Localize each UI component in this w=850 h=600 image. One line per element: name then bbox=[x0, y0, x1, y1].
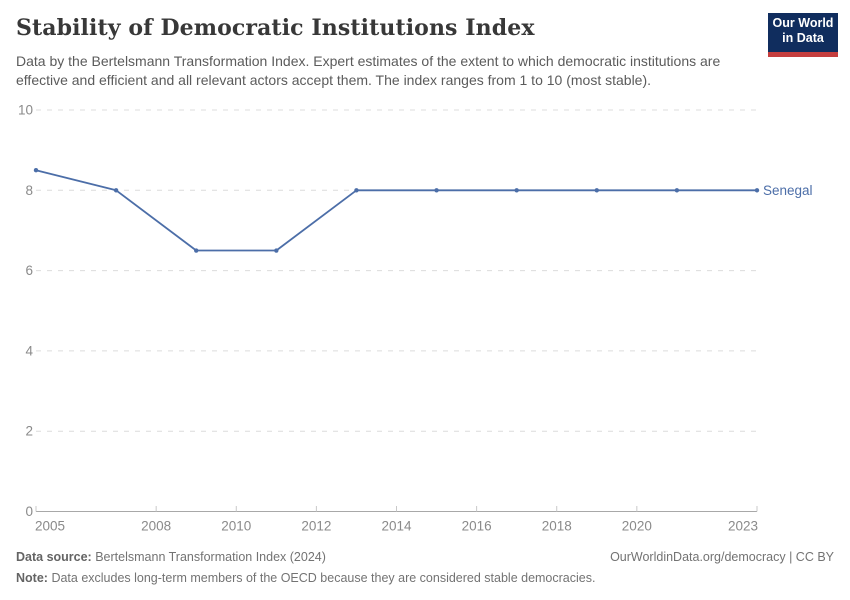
data-source-label: Data source: bbox=[16, 550, 92, 564]
owid-logo[interactable]: Our World in Data bbox=[768, 13, 838, 57]
y-axis-tick-label: 0 bbox=[25, 504, 33, 519]
x-axis-tick-label: 2023 bbox=[728, 519, 758, 534]
note-label: Note: bbox=[16, 571, 48, 585]
note-text: Data excludes long-term members of the O… bbox=[51, 571, 596, 585]
page-title: Stability of Democratic Institutions Ind… bbox=[16, 15, 535, 41]
x-axis-tick-label: 2010 bbox=[221, 519, 251, 534]
y-axis-tick-label: 10 bbox=[18, 103, 33, 118]
x-axis-tick-label: 2018 bbox=[542, 519, 572, 534]
data-source-text: Bertelsmann Transformation Index (2024) bbox=[95, 550, 326, 564]
series-line[interactable] bbox=[35, 169, 758, 252]
data-point-marker[interactable] bbox=[354, 188, 359, 193]
chart-subtitle: Data by the Bertelsmann Transformation I… bbox=[16, 53, 721, 88]
line-chart[interactable]: 0 2 4 6 8 10 2005 2008 2010 2012 2014 2016 2018 2020 2… bbox=[0, 0, 850, 545]
owid-logo-line2: in Data bbox=[782, 31, 824, 45]
data-point-marker[interactable] bbox=[434, 188, 439, 193]
data-point-marker[interactable] bbox=[754, 188, 760, 193]
x-axis-tick-label: 2012 bbox=[301, 519, 331, 534]
owid-url-link[interactable]: OurWorldinData.org/democracy | CC BY bbox=[610, 550, 834, 564]
x-axis-tick-label: 2020 bbox=[622, 519, 652, 534]
chart-footer: Data source: Bertelsmann Transformation … bbox=[16, 547, 834, 589]
data-point-marker[interactable] bbox=[113, 188, 119, 193]
data-point-marker[interactable] bbox=[514, 188, 519, 193]
data-point-marker[interactable] bbox=[674, 188, 680, 193]
y-axis-tick-label: 2 bbox=[25, 424, 33, 439]
data-point-marker[interactable] bbox=[33, 168, 39, 173]
x-axis-tick-label: 2016 bbox=[462, 519, 492, 534]
data-point-marker[interactable] bbox=[194, 248, 199, 253]
data-point-marker[interactable] bbox=[274, 248, 279, 253]
data-point-marker[interactable] bbox=[594, 188, 599, 193]
data-source: Data source: Bertelsmann Transformation … bbox=[16, 547, 326, 568]
x-axis-tick-label: 2005 bbox=[35, 519, 65, 534]
x-axis-tick-label: 2014 bbox=[381, 519, 412, 534]
x-axis-tick-label: 2008 bbox=[141, 519, 171, 534]
y-axis-tick-label: 6 bbox=[25, 263, 33, 278]
series-label[interactable]: Senegal bbox=[763, 183, 813, 198]
y-axis-tick-label: 4 bbox=[25, 343, 33, 358]
y-axis-tick-label: 8 bbox=[25, 183, 33, 198]
owid-logo-line1: Our World bbox=[772, 16, 834, 30]
